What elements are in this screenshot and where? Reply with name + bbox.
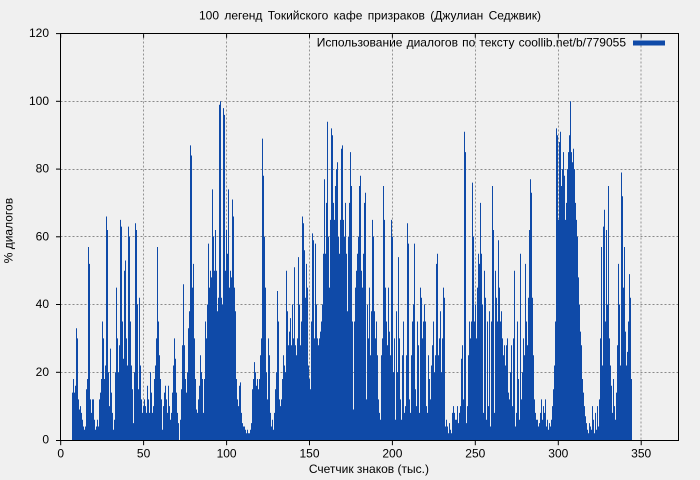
svg-text:0: 0 <box>42 433 49 447</box>
svg-text:120: 120 <box>29 26 49 40</box>
svg-text:20: 20 <box>36 365 50 379</box>
svg-text:350: 350 <box>631 447 651 461</box>
svg-text:100: 100 <box>29 94 49 108</box>
svg-text:150: 150 <box>299 447 319 461</box>
svg-text:40: 40 <box>36 297 50 311</box>
svg-text:100: 100 <box>217 447 237 461</box>
svg-text:0: 0 <box>57 447 64 461</box>
svg-text:300: 300 <box>548 447 568 461</box>
svg-text:Использование диалогов по текс: Использование диалогов по тексту coollib… <box>317 36 627 50</box>
svg-text:Счетчик знаков (тыс.): Счетчик знаков (тыс.) <box>309 462 429 476</box>
svg-text:60: 60 <box>36 229 50 243</box>
svg-text:80: 80 <box>36 162 50 176</box>
svg-text:50: 50 <box>137 447 151 461</box>
svg-text:% диалогов: % диалогов <box>2 198 16 263</box>
svg-text:250: 250 <box>465 447 485 461</box>
svg-text:100 легенд Токийского кафе при: 100 легенд Токийского кафе призраков (Дж… <box>199 9 541 23</box>
svg-text:200: 200 <box>382 447 402 461</box>
